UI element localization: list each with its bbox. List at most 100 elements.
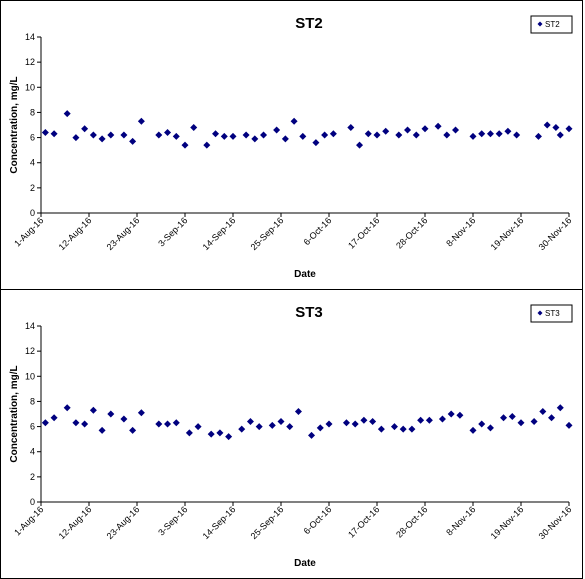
x-tick-label: 1-Aug-16 [12, 504, 45, 537]
data-point [120, 415, 128, 423]
legend-box [530, 15, 573, 34]
data-point [120, 131, 128, 139]
legend-label: ST2 [545, 20, 560, 29]
y-tick-label: 12 [25, 57, 35, 67]
data-point [543, 121, 551, 129]
data-point [447, 410, 455, 418]
data-point [456, 411, 464, 419]
x-tick-label: 6-Oct-16 [302, 504, 334, 536]
data-point [216, 429, 224, 437]
data-point [321, 131, 329, 139]
y-tick-label: 2 [30, 472, 35, 482]
y-tick-label: 14 [25, 321, 35, 331]
data-point [548, 414, 556, 422]
data-point [452, 126, 460, 134]
data-point [251, 135, 259, 143]
data-point [500, 414, 508, 422]
y-tick-label: 14 [25, 32, 35, 42]
data-point [565, 125, 573, 133]
st3-chart-panel: ST3 ST3 0 2 4 6 8 10 12 14 1-Aug-16 12-Aug-16 23-Aug… [0, 289, 583, 579]
data-point [155, 420, 163, 428]
x-tick-label: 12-Aug-16 [57, 504, 94, 541]
data-point [277, 418, 285, 426]
data-point [347, 124, 355, 132]
data-point [137, 409, 145, 417]
data-point [207, 430, 215, 438]
data-point [155, 131, 163, 139]
data-point [63, 404, 71, 412]
data-point [469, 426, 477, 434]
x-tick-label: 30-Nov-16 [537, 215, 574, 252]
y-tick-label: 2 [30, 183, 35, 193]
data-point [382, 127, 390, 135]
y-axis-label: Concentration, mg/L [9, 76, 20, 173]
y-tick-label: 8 [30, 107, 35, 117]
data-point [229, 132, 237, 140]
data-point [98, 426, 106, 434]
legend-label: ST3 [545, 309, 560, 318]
data-point [268, 421, 276, 429]
x-axis-label: Date [294, 558, 316, 569]
data-point [443, 131, 451, 139]
legend: ST3 [530, 304, 573, 323]
data-point [107, 410, 115, 418]
data-point [517, 419, 525, 427]
x-tick-label: 8-Nov-16 [444, 504, 477, 537]
data-point [50, 130, 58, 138]
data-point [286, 423, 294, 431]
data-point [89, 131, 97, 139]
x-tick-label: 1-Aug-16 [12, 215, 45, 248]
data-point [41, 129, 49, 137]
data-point [212, 130, 220, 138]
data-point [308, 431, 316, 439]
chart-title: ST2 [295, 15, 323, 32]
y-tick-label: 0 [30, 497, 35, 507]
data-point [486, 130, 494, 138]
data-point [408, 425, 416, 433]
data-point [220, 132, 228, 140]
data-point [390, 423, 398, 431]
data-point [534, 132, 542, 140]
data-point [399, 425, 407, 433]
data-point [194, 423, 202, 431]
data-point [417, 416, 425, 424]
data-point [238, 425, 246, 433]
data-point [41, 419, 49, 427]
data-point [478, 130, 486, 138]
data-point [172, 419, 180, 427]
x-tick-label: 12-Aug-16 [57, 215, 94, 252]
data-point [329, 130, 337, 138]
data-point [129, 137, 137, 145]
x-tick-label: 25-Sep-16 [249, 215, 286, 252]
data-point [360, 416, 368, 424]
data-point [530, 418, 538, 426]
y-tick-label: 10 [25, 82, 35, 92]
data-point [438, 415, 446, 423]
x-tick-label: 17-Oct-16 [346, 215, 381, 250]
x-tick-label: 6-Oct-16 [302, 215, 334, 247]
data-point [164, 420, 172, 428]
data-point [185, 429, 193, 437]
data-point [395, 131, 403, 139]
data-point [356, 141, 364, 149]
legend-marker-icon [537, 310, 543, 316]
x-tick-label: 14-Sep-16 [201, 504, 238, 541]
data-point [203, 141, 211, 149]
data-point [255, 423, 263, 431]
data-point [81, 420, 89, 428]
data-point [72, 419, 80, 427]
x-tick-label: 28-Oct-16 [394, 504, 429, 539]
data-point [181, 141, 189, 149]
data-point [50, 414, 58, 422]
y-tick-label: 12 [25, 346, 35, 356]
data-point [260, 131, 268, 139]
data-point [325, 420, 333, 428]
data-point [299, 132, 307, 140]
data-point [190, 124, 198, 132]
y-tick-label: 10 [25, 371, 35, 381]
data-point [164, 129, 172, 137]
x-tick-label: 19-Nov-16 [489, 504, 526, 541]
x-axis-label: Date [294, 269, 316, 280]
legend-marker-icon [537, 21, 543, 27]
chart-title: ST3 [295, 304, 323, 321]
